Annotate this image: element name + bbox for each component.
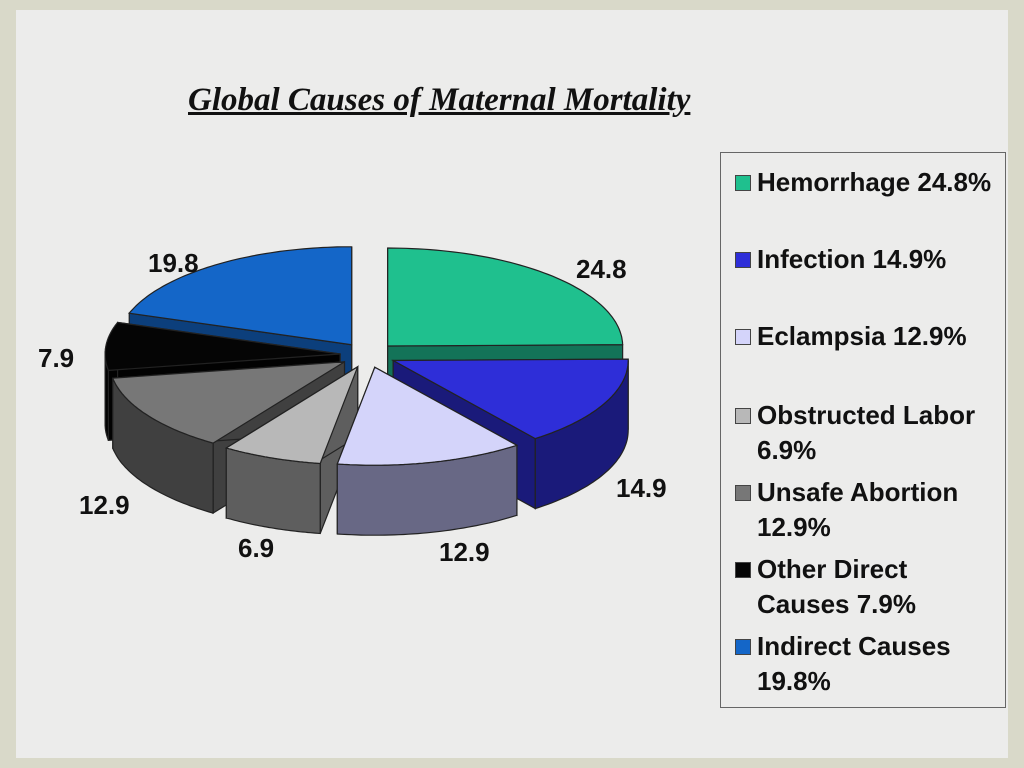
pie-slice-top xyxy=(387,247,624,347)
legend-swatch xyxy=(735,329,751,345)
pie-slice-top xyxy=(336,366,519,466)
legend-swatch xyxy=(735,175,751,191)
legend-swatch xyxy=(735,485,751,501)
legend-label: Eclampsia 12.9% xyxy=(757,321,967,351)
pie-slice-top xyxy=(111,361,345,444)
legend-swatch xyxy=(735,252,751,268)
pie-slice-2 xyxy=(336,366,519,536)
legend-item-infection: Infection 14.9% xyxy=(733,242,1003,277)
pie-value-label: 12.9 xyxy=(439,537,490,567)
legend-swatch xyxy=(735,639,751,655)
pie-value-label: 12.9 xyxy=(79,490,130,520)
pie-chart: 24.8 14.9 12.9 6.9 12.9 7.9 19.8 xyxy=(38,246,667,567)
pie-value-label: 6.9 xyxy=(238,533,274,563)
pie-value-label: 14.9 xyxy=(616,473,667,503)
legend-label: Obstructed Labor 6.9% xyxy=(757,400,976,465)
pie-slice-top xyxy=(104,321,341,372)
slide: Global Causes of Maternal Mortality 24.8… xyxy=(16,10,1008,758)
legend-item-obstructed-labor: Obstructed Labor 6.9% xyxy=(733,398,1003,468)
legend-item-unsafe-abortion: Unsafe Abortion 12.9% xyxy=(733,475,1003,545)
legend-label: Other Direct Causes 7.9% xyxy=(757,554,916,619)
pie-value-label: 7.9 xyxy=(38,343,74,373)
legend-item-eclampsia: Eclampsia 12.9% xyxy=(733,319,1003,354)
legend-item-other-direct-causes: Other Direct Causes 7.9% xyxy=(733,552,1003,622)
pie-slice-top xyxy=(390,358,629,440)
chart-title: Global Causes of Maternal Mortality xyxy=(188,82,691,118)
legend-item-hemorrhage: Hemorrhage 24.8% xyxy=(733,165,1003,200)
legend-swatch xyxy=(735,408,751,424)
pie-slice-top xyxy=(224,365,359,465)
legend-label: Indirect Causes 19.8% xyxy=(757,631,951,696)
legend-swatch xyxy=(735,562,751,578)
pie-slice-top xyxy=(128,246,353,346)
legend-label: Hemorrhage 24.8% xyxy=(757,167,992,197)
pie-value-label: 19.8 xyxy=(148,248,199,278)
pie-value-label: 24.8 xyxy=(576,254,627,284)
legend: Hemorrhage 24.8% Infection 14.9% Eclamps… xyxy=(720,152,1006,708)
legend-label: Unsafe Abortion 12.9% xyxy=(757,477,959,542)
legend-label: Infection 14.9% xyxy=(757,244,947,274)
legend-item-indirect-causes: Indirect Causes 19.8% xyxy=(733,629,1003,699)
